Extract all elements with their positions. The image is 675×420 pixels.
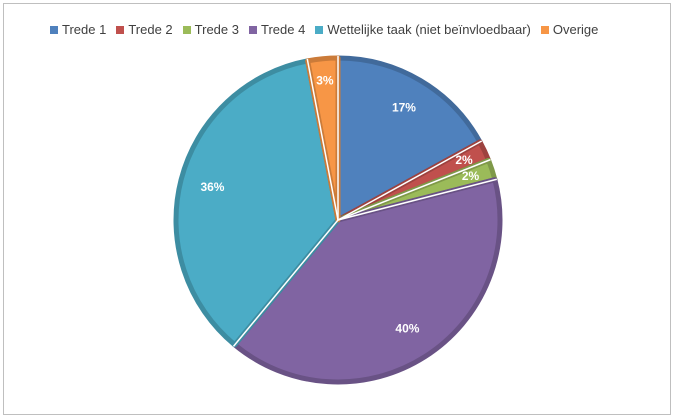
legend-swatch — [248, 26, 257, 34]
pie-slice — [335, 55, 483, 223]
legend-swatch — [182, 26, 191, 34]
data-label: 36% — [200, 180, 224, 194]
data-label: 17% — [392, 101, 416, 115]
legend-item: Wettelijke taak (niet beïnvloedbaar) — [315, 22, 531, 38]
legend-swatch — [315, 26, 324, 34]
legend-label: Trede 3 — [194, 22, 239, 37]
pie-slice — [173, 58, 341, 348]
legend-label: Trede 4 — [260, 22, 306, 37]
pie-slice — [232, 177, 503, 385]
legend-item: Trede 2 — [116, 22, 173, 38]
data-label: 2% — [462, 169, 480, 183]
slice-separator — [337, 140, 483, 221]
legend-label: Trede 1 — [62, 22, 107, 37]
legend-item: Trede 4 — [248, 22, 306, 38]
slice-separator — [232, 219, 339, 347]
legend-label: Trede 2 — [128, 22, 173, 37]
legend-item: Overige — [540, 22, 599, 38]
legend-swatch — [116, 26, 125, 34]
legend-label: Overige — [552, 22, 599, 37]
legend-swatch — [540, 26, 549, 34]
legend-item: Trede 1 — [50, 22, 106, 38]
slice-separator — [337, 178, 498, 221]
legend-label: Wettelijke taak (niet beïnvloedbaar) — [327, 22, 531, 37]
data-label: 2% — [455, 153, 473, 167]
slice-separator — [306, 58, 339, 221]
data-label: 3% — [316, 73, 334, 87]
slice-separator — [337, 158, 491, 221]
legend-item: Trede 3 — [182, 22, 239, 38]
legend-swatch — [50, 26, 58, 34]
data-label: 40% — [395, 322, 419, 336]
chart-legend: Trede 1 Trede 2 Trede 3 Trede 4 Wettelijke t… — [50, 22, 608, 38]
